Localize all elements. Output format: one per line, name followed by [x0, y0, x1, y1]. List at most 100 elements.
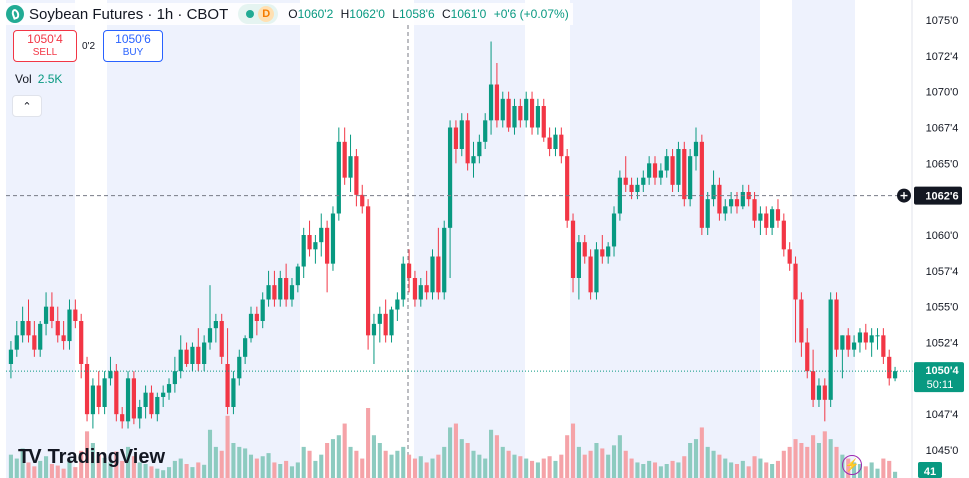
candle-body [512, 106, 517, 128]
candle-body [693, 141, 699, 157]
volume-bar [617, 435, 622, 478]
market-status-pill[interactable]: D [238, 4, 279, 24]
candle-body [137, 407, 142, 419]
candle-body [406, 263, 412, 278]
candle-body [114, 371, 119, 415]
candle-body [79, 321, 84, 364]
close-label: C [442, 7, 451, 21]
volume-bar [377, 443, 382, 478]
candle-body [307, 235, 312, 250]
volume-bar [102, 457, 107, 478]
volume-bar [559, 454, 564, 478]
candle-body [418, 285, 423, 300]
candle-body [676, 149, 681, 185]
volume-axis-label: 41 [924, 466, 936, 478]
candle-body [284, 278, 289, 300]
brand-name: TradingView [47, 446, 166, 468]
candle-body [8, 349, 14, 364]
candle-body [272, 285, 277, 300]
soybean-icon [6, 5, 24, 23]
volume-bar [319, 454, 324, 478]
candle-body [38, 323, 43, 350]
volume-bar [793, 439, 798, 478]
candle-body [348, 156, 353, 178]
buy-label: BUY [122, 47, 144, 58]
volume-bar [278, 464, 283, 478]
candle-body [401, 263, 406, 300]
candle-body [734, 199, 740, 207]
volume-bar [90, 443, 95, 478]
volume-bar [541, 458, 546, 478]
volume-bar [682, 456, 687, 478]
sell-button[interactable]: 1050'4 SELL [13, 30, 77, 62]
volume-bar [658, 466, 663, 478]
volume-bar [547, 456, 552, 478]
candle-body [442, 227, 447, 293]
candle-body [559, 134, 564, 157]
candle-body [822, 385, 827, 400]
candle-body [477, 141, 482, 157]
lightning-icon[interactable]: ⚡ [842, 455, 862, 475]
price-tick-label: 1067'4 [926, 123, 959, 135]
symbol-header[interactable]: Soybean Futures · 1h · CBOT D O1060'2 H1… [6, 3, 573, 25]
volume-bar [161, 470, 166, 478]
candle-body [793, 263, 798, 300]
volume-bar [430, 458, 435, 478]
volume-bar [196, 462, 201, 478]
volume-legend[interactable]: Vol 2.5K [15, 72, 62, 86]
volume-bar [114, 451, 119, 478]
volume-bar [787, 446, 792, 478]
volume-bar [535, 462, 540, 478]
collapse-legend-button[interactable]: ⌃ [12, 95, 42, 117]
volume-bar [231, 443, 236, 478]
volume-bar [61, 468, 66, 478]
candle-body [20, 321, 25, 336]
volume-bar [73, 467, 78, 478]
tradingview-logo[interactable]: TV TradingView [18, 446, 165, 469]
volume-bar [781, 450, 786, 478]
price-tick-label: 1065'0 [926, 158, 959, 170]
candle-body [787, 249, 792, 264]
candle-body [688, 156, 693, 200]
volume-bar [207, 429, 213, 478]
volume-bar [723, 458, 728, 478]
volume-bar [758, 458, 763, 478]
volume-bar [875, 468, 880, 478]
volume-bars [8, 408, 898, 478]
candle-body [506, 98, 511, 128]
candle-body [395, 299, 400, 310]
candle-body [295, 266, 300, 286]
volume-bar [611, 445, 617, 478]
low-label: L [392, 7, 399, 21]
volume-bar [664, 464, 669, 478]
candle-body [377, 313, 382, 324]
volume-bar [887, 460, 892, 478]
price-axis[interactable]: 1075'0 1072'4 1070'0 1067'4 1065'0 1060'0 1057… [897, 0, 964, 478]
volume-bar [407, 454, 412, 478]
volume-label: Vol [15, 72, 32, 86]
crosshair-price-box [914, 186, 962, 205]
candle-body [682, 149, 687, 200]
buy-button[interactable]: 1050'6 BUY [103, 30, 163, 62]
session-band [792, 0, 855, 478]
volume-bar [330, 439, 336, 478]
spread-value: 0'2 [82, 41, 96, 52]
candle-body [360, 194, 365, 207]
volume-bar [383, 450, 388, 478]
chart-title[interactable]: Soybean Futures · 1h · CBOT [29, 5, 229, 23]
last-price-label: 1050'4 [925, 365, 959, 377]
volume-bar [652, 462, 658, 478]
candle-body [266, 285, 271, 300]
candle-body [73, 309, 78, 321]
candle-body [647, 163, 652, 178]
volume-bar [752, 456, 757, 478]
candle-body [805, 342, 810, 372]
candle-body [729, 199, 734, 207]
volume-bar [863, 466, 868, 478]
volume-bar [711, 450, 716, 478]
candle-body [453, 127, 459, 149]
candle-body [471, 156, 476, 164]
candle-body [781, 220, 786, 250]
candle-body [553, 134, 558, 149]
